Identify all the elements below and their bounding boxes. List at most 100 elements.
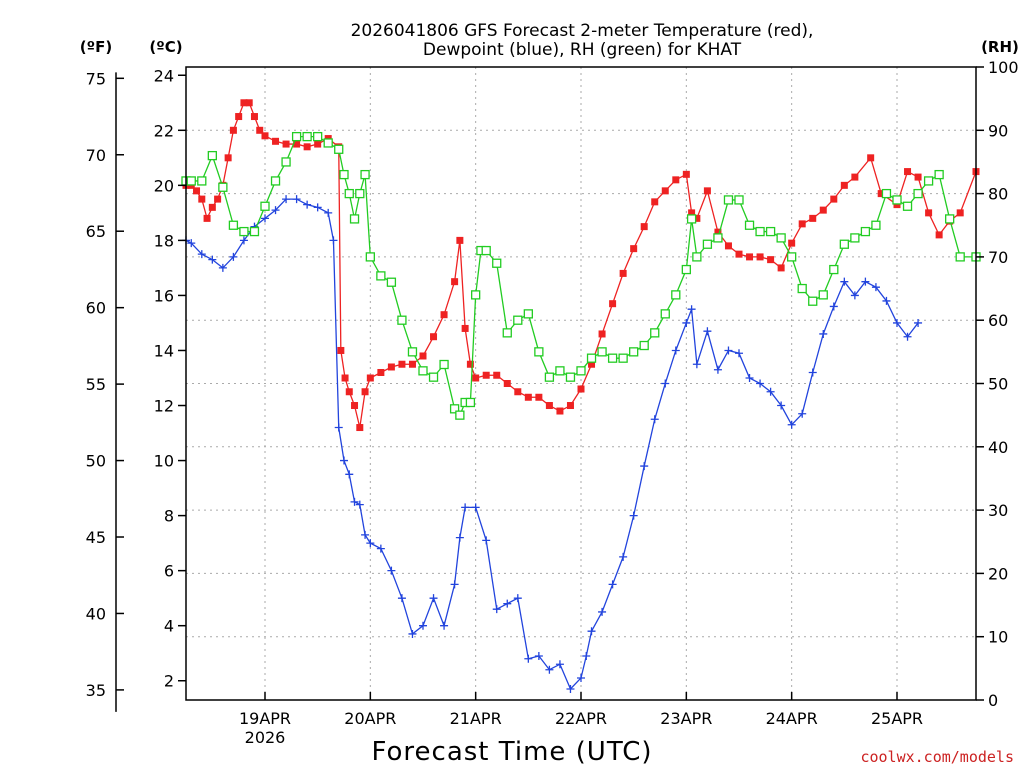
data-point	[303, 200, 312, 209]
data-point	[361, 388, 369, 396]
data-point	[809, 214, 817, 222]
series-rh	[181, 131, 981, 420]
data-point	[723, 195, 734, 205]
gridlines	[186, 67, 976, 700]
data-point	[334, 423, 343, 432]
data-point	[587, 627, 596, 636]
f-tick-label: 55	[86, 375, 106, 394]
data-point	[902, 201, 913, 211]
chart-title-line2: Dewpoint (blue), RH (green) for KHAT	[423, 40, 742, 60]
axis-rh-unit-label: (RH)	[981, 38, 1019, 56]
data-point	[734, 195, 744, 205]
data-point	[207, 150, 217, 161]
data-point	[229, 252, 238, 261]
data-point	[746, 253, 754, 261]
data-point	[482, 371, 490, 379]
data-point	[692, 360, 701, 369]
data-point	[407, 347, 418, 357]
data-point	[376, 271, 386, 281]
data-point	[482, 536, 491, 545]
f-tick-label: 70	[86, 146, 106, 165]
rh-tick-label: 60	[988, 311, 1008, 330]
data-point	[345, 470, 354, 479]
data-point	[766, 387, 775, 396]
rh-tick-label: 20	[988, 564, 1008, 583]
data-point	[703, 327, 712, 336]
rh-tick-label: 70	[988, 248, 1008, 267]
data-point	[830, 195, 838, 203]
c-tick-label: 12	[154, 397, 174, 416]
data-point	[556, 407, 564, 415]
data-point	[765, 226, 776, 237]
c-tick-label: 16	[154, 286, 174, 305]
data-point	[291, 131, 302, 142]
data-point	[534, 347, 544, 357]
data-point	[650, 415, 659, 424]
series-dewpoint	[182, 195, 923, 693]
data-point	[513, 315, 523, 325]
data-point	[514, 388, 522, 396]
data-point	[808, 296, 818, 306]
x-tick-label: 22APR	[555, 709, 607, 728]
data-point	[502, 328, 512, 338]
credit-text: coolwx.com/models	[860, 748, 1014, 766]
data-point	[256, 126, 264, 134]
f-tick-label: 45	[86, 528, 106, 547]
data-point	[598, 330, 606, 338]
data-point	[341, 374, 349, 382]
data-point	[619, 552, 628, 561]
data-point	[808, 368, 817, 377]
data-point	[630, 245, 638, 253]
data-point	[281, 157, 291, 167]
data-point	[651, 198, 659, 206]
rh-tick-label: 40	[988, 438, 1008, 457]
data-point	[449, 404, 460, 414]
c-tick-label: 6	[164, 562, 174, 581]
data-point	[365, 252, 375, 262]
data-point	[745, 373, 754, 382]
data-point	[193, 187, 201, 195]
data-point	[355, 500, 364, 509]
data-point	[788, 239, 796, 247]
data-point	[203, 214, 211, 222]
data-point	[724, 242, 732, 250]
data-point	[377, 368, 385, 376]
data-point	[840, 181, 848, 189]
c-tick-label: 18	[154, 231, 174, 250]
data-point	[186, 176, 196, 186]
data-point	[293, 140, 301, 148]
data-point	[565, 372, 576, 382]
axis-c-unit-label: (ºC)	[149, 38, 182, 56]
data-point	[686, 214, 697, 224]
data-point	[850, 233, 860, 243]
data-point	[913, 188, 923, 199]
data-point	[566, 402, 574, 410]
data-point	[687, 305, 696, 314]
axis-f-unit-label: (ºF)	[80, 38, 112, 56]
data-point	[218, 263, 227, 272]
x-tick-label: 20APR	[344, 709, 396, 728]
data-point	[408, 360, 416, 368]
data-point	[456, 236, 464, 244]
data-point	[471, 503, 480, 512]
data-point	[428, 372, 439, 382]
data-point	[492, 605, 501, 614]
data-point	[877, 190, 885, 198]
data-point	[356, 424, 364, 432]
data-point	[661, 379, 670, 388]
data-point	[455, 533, 464, 542]
data-point	[461, 503, 470, 512]
data-point	[349, 214, 360, 224]
data-point	[797, 283, 807, 294]
data-point	[228, 220, 239, 230]
data-point	[329, 236, 338, 245]
data-point	[650, 328, 660, 338]
data-point	[582, 651, 591, 660]
data-point	[893, 201, 901, 209]
data-point	[208, 255, 217, 264]
data-point	[245, 99, 253, 107]
data-point	[261, 214, 269, 223]
data-point	[713, 233, 723, 243]
data-point	[867, 154, 875, 162]
data-point	[313, 131, 323, 142]
